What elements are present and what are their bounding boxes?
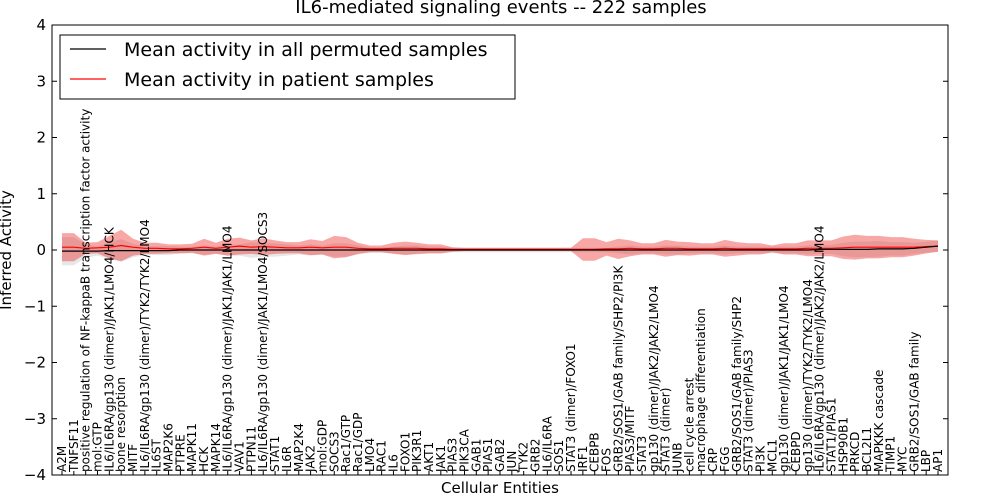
x-tick-label: gp130 (dimer)/JAK1/JAK1/LMO4 xyxy=(777,285,791,472)
x-tick-label: PTPN11 xyxy=(244,426,258,472)
x-tick-label: PRKCD xyxy=(848,432,862,472)
x-tick-label: MITF xyxy=(126,444,140,472)
x-tick-label: FOXO1 xyxy=(398,432,412,472)
x-tick-label: AP1 xyxy=(931,449,945,472)
x-tick-label: JAK1 xyxy=(434,445,448,473)
x-tick-label: PIAS3 xyxy=(446,438,460,472)
x-tick-label: MAPK11 xyxy=(185,423,199,472)
x-tick-label: PIAS1 xyxy=(481,438,495,472)
x-tick-label: cell cycle arrest xyxy=(682,377,696,472)
x-tick-label: FGG xyxy=(718,447,732,473)
x-tick-label: FOS xyxy=(600,448,614,472)
x-tick-label: CEBPB xyxy=(588,432,602,472)
x-tick-label: HSP90B1 xyxy=(836,417,850,472)
y-tick-label: 0 xyxy=(36,241,46,259)
x-tick-label: bone resorption xyxy=(114,377,128,472)
x-tick-label: MAPKKK cascade xyxy=(872,370,886,472)
legend-label-permuted: Mean activity in all permuted samples xyxy=(124,39,487,61)
x-tick-label: TIMP1 xyxy=(884,436,898,473)
x-tick-label: PTPRE xyxy=(173,434,187,472)
x-tick-label: JUN xyxy=(505,451,519,473)
x-tick-label: gp130 (dimer)/TYK2/TYK2/LMO4 xyxy=(801,279,815,472)
x-tick-label: STAT3 (dimer) xyxy=(659,388,673,472)
x-tick-label: GRB2 xyxy=(529,438,543,472)
x-tick-label: Rac1/GTP xyxy=(339,415,353,472)
x-tick-label: IL6/IL6RA/gp130 (dimer)/JAK1/LMO4/SOCS3 xyxy=(256,212,270,472)
x-tick-label: GRB2/SOS1/GAB family/SHP2 xyxy=(730,296,744,472)
y-tick-label: −4 xyxy=(24,466,46,484)
x-tick-label: IL6/IL6RA/gp130 (dimer)/JAK2/JAK2/LMO4 xyxy=(813,226,827,472)
x-tick-label: AKT1 xyxy=(422,442,436,472)
legend: Mean activity in all permuted samples Me… xyxy=(59,34,516,100)
x-tick-label: GAB2 xyxy=(493,439,507,472)
y-axis-title: Inferred Activity xyxy=(0,190,15,310)
x-tick-label: GRB2/SOS1/GAB family xyxy=(907,332,921,473)
x-tick-label: LMO4 xyxy=(363,438,377,472)
x-tick-label: TNFSF11 xyxy=(67,419,81,473)
x-tick-label: IL6 xyxy=(387,454,401,472)
x-tick-label: SOS1 xyxy=(552,440,566,472)
x-tick-label: JUNB xyxy=(671,442,685,473)
x-tick-label: IL6/IL6RA/gp130 (dimer)/TYK2/TYK2/LMO4 xyxy=(138,219,152,472)
x-tick-label: MAP2K4 xyxy=(292,423,306,472)
x-tick-label: BCL2L1 xyxy=(860,427,874,472)
x-tick-label: IL6R xyxy=(280,446,294,472)
x-tick-label: CEBPD xyxy=(789,431,803,472)
x-tick-label: STAT3 (dimer)/FOXO1 xyxy=(564,343,578,472)
legend-label-patient: Mean activity in patient samples xyxy=(124,69,434,91)
x-tick-label: MAPK14 xyxy=(209,423,223,472)
permuted-mean-line xyxy=(62,245,939,252)
x-tick-label: STAT3 (dimer)/PIAS3 xyxy=(742,349,756,472)
x-tick-label: PIK3CA xyxy=(458,428,472,472)
x-tick-label: macrophage differentiation xyxy=(694,308,708,472)
legend-frame xyxy=(59,34,516,100)
x-tick-label: MAP2K6 xyxy=(162,423,176,472)
x-tick-label: positive regulation of NF-kappaB transcr… xyxy=(79,109,93,472)
x-tick-label: MCL1 xyxy=(765,439,779,472)
x-tick-label: GAB1 xyxy=(469,439,483,472)
x-tick-label: JAK2 xyxy=(304,445,318,473)
x-tick-label: CRP xyxy=(706,448,720,472)
y-tick-label: −3 xyxy=(24,410,46,428)
y-tick-label: 2 xyxy=(36,129,46,147)
x-tick-label: mol:GDP xyxy=(315,420,329,472)
x-tick-label: STAT3 xyxy=(635,436,649,472)
x-tick-label: A2M xyxy=(55,446,69,472)
x-tick-label: STAT1 xyxy=(268,436,282,472)
x-tick-label: PIAS3/MITF xyxy=(623,405,637,472)
x-tick-label: IRF1 xyxy=(576,446,590,472)
x-tick-label: gp130 (dimer)/JAK2/JAK2/LMO4 xyxy=(647,285,661,472)
y-tick-label: 3 xyxy=(36,72,46,90)
x-tick-label: TYK2 xyxy=(517,442,531,473)
x-tick-label: GRB2/SOS1/GAB family/SHP2/PI3K xyxy=(611,264,625,472)
x-tick-label: SOCS3 xyxy=(327,431,341,472)
x-tick-label: IL6/IL6RA xyxy=(540,415,554,472)
patient-range-band xyxy=(62,229,938,262)
x-tick-label: PI3K xyxy=(753,445,767,472)
y-tick-label: −1 xyxy=(24,297,46,315)
x-axis-title: Cellular Entities xyxy=(441,479,559,497)
x-tick-label: STAT1/PIAS1 xyxy=(825,397,839,472)
x-tick-label: PIK3R1 xyxy=(410,430,424,472)
chart-title: IL6-mediated signaling events -- 222 sam… xyxy=(295,0,706,18)
y-tick-label: −2 xyxy=(24,354,46,372)
x-tick-label: IL6ST xyxy=(150,439,164,472)
x-tick-label: VAV1 xyxy=(233,441,247,472)
x-tick-label: IL6/IL6RA/gp130 (dimer)/JAK1/LMO4/HCK xyxy=(102,226,116,472)
x-tick-label: LBP xyxy=(919,450,933,472)
x-tick-label: mol:GTP xyxy=(91,422,105,472)
x-tick-label: IL6/IL6RA/gp130 (dimer)/JAK1/JAK1/LMO4 xyxy=(221,226,235,472)
x-tick-label: MYC xyxy=(896,447,910,472)
y-tick-label: 4 xyxy=(36,16,46,34)
y-tick-label: 1 xyxy=(36,185,46,203)
permuted-range-band xyxy=(62,237,938,266)
x-tick-label: HCK xyxy=(197,446,211,472)
x-tick-label: RAC1 xyxy=(375,440,389,472)
x-tick-label: Rac1/GDP xyxy=(351,413,365,472)
